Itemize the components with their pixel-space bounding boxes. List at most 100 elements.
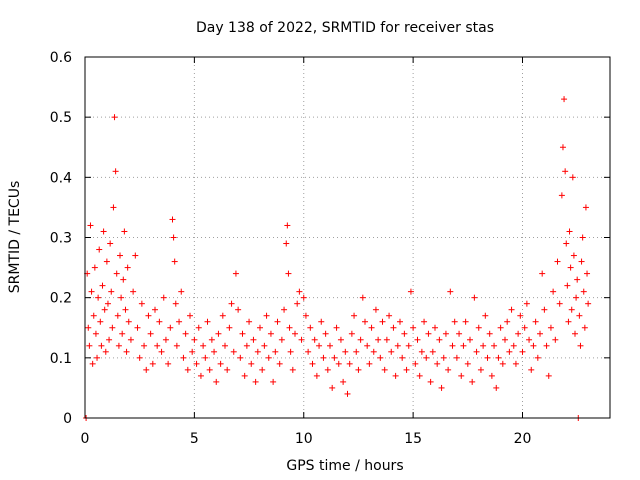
data-point xyxy=(217,360,224,367)
data-point xyxy=(111,114,118,121)
data-point xyxy=(261,342,268,349)
data-point xyxy=(497,324,504,331)
data-point xyxy=(449,342,456,349)
data-point xyxy=(305,348,312,355)
data-point xyxy=(99,282,106,289)
data-point xyxy=(259,366,266,373)
data-point xyxy=(383,336,390,343)
data-point xyxy=(519,348,526,355)
data-point xyxy=(379,318,386,325)
data-point xyxy=(239,330,246,337)
x-tick-label: 10 xyxy=(295,431,313,447)
data-point xyxy=(204,318,211,325)
data-point xyxy=(91,264,98,271)
data-point xyxy=(86,342,93,349)
data-point xyxy=(403,366,410,373)
data-point xyxy=(412,360,419,367)
data-point xyxy=(562,168,569,175)
data-point xyxy=(292,330,298,337)
data-point xyxy=(359,294,366,301)
data-point xyxy=(147,330,154,337)
data-point xyxy=(170,234,177,241)
data-point xyxy=(200,342,207,349)
data-point xyxy=(427,378,434,385)
data-point xyxy=(550,288,557,295)
data-point xyxy=(136,354,143,361)
data-point xyxy=(113,270,120,277)
data-points xyxy=(83,96,592,421)
data-point xyxy=(532,318,539,325)
data-point xyxy=(213,378,220,385)
data-point xyxy=(298,336,305,343)
data-point xyxy=(248,360,255,367)
data-point xyxy=(499,360,506,367)
data-point xyxy=(537,330,543,337)
data-point xyxy=(488,372,495,379)
data-point xyxy=(493,384,500,391)
data-point xyxy=(517,312,524,319)
data-point xyxy=(510,342,517,349)
data-point xyxy=(348,330,355,337)
data-point xyxy=(512,360,519,367)
y-axis-label: SRMTID / TECUs xyxy=(7,181,23,294)
data-point xyxy=(386,312,393,319)
data-point xyxy=(477,366,484,373)
data-point xyxy=(566,228,573,235)
data-point xyxy=(340,378,347,385)
data-point xyxy=(309,360,316,367)
data-point xyxy=(102,348,109,355)
data-point xyxy=(480,342,487,349)
data-point xyxy=(357,336,364,343)
data-point xyxy=(335,360,342,367)
data-point xyxy=(445,366,452,373)
data-point xyxy=(237,354,244,361)
data-point xyxy=(118,294,125,301)
data-point xyxy=(284,222,291,229)
data-point xyxy=(569,174,576,181)
data-point xyxy=(320,354,327,361)
data-point xyxy=(226,324,233,331)
y-tick-label: 0.4 xyxy=(50,170,72,186)
data-point xyxy=(250,336,257,343)
data-point xyxy=(543,342,550,349)
data-point xyxy=(108,288,115,295)
data-point xyxy=(423,354,430,361)
data-point xyxy=(576,312,583,319)
data-point xyxy=(364,342,371,349)
data-point xyxy=(138,300,145,307)
data-point xyxy=(276,360,283,367)
data-point xyxy=(556,300,563,307)
data-point xyxy=(211,348,218,355)
data-point xyxy=(97,318,104,325)
y-tick-label: 0.2 xyxy=(50,291,72,307)
data-point xyxy=(318,318,325,325)
chart-title: Day 138 of 2022, SRMTID for receiver sta… xyxy=(196,20,494,36)
x-axis-ticks: 0 5 10 15 20 xyxy=(81,57,531,447)
data-point xyxy=(145,312,152,319)
data-point xyxy=(418,348,425,355)
data-point xyxy=(453,354,460,361)
data-point xyxy=(392,372,399,379)
data-point xyxy=(120,276,127,283)
data-point xyxy=(197,372,204,379)
data-point xyxy=(394,342,401,349)
data-point xyxy=(495,354,502,361)
data-point xyxy=(541,306,548,313)
data-point xyxy=(156,318,163,325)
data-point xyxy=(115,342,122,349)
y-axis-ticks: 0 0.1 0.2 0.3 0.4 0.5 0.6 xyxy=(50,50,610,427)
data-point xyxy=(344,390,351,397)
y-tick-label: 0 xyxy=(63,411,72,427)
y-tick-label: 0.6 xyxy=(50,50,72,66)
data-point xyxy=(313,372,320,379)
data-point xyxy=(331,354,338,361)
data-point xyxy=(219,312,226,319)
data-point xyxy=(545,372,552,379)
data-point xyxy=(254,348,261,355)
data-point xyxy=(285,270,292,277)
data-point xyxy=(467,336,473,343)
data-point xyxy=(311,336,318,343)
data-point xyxy=(160,294,167,301)
data-point xyxy=(572,330,578,337)
data-point xyxy=(582,204,589,211)
